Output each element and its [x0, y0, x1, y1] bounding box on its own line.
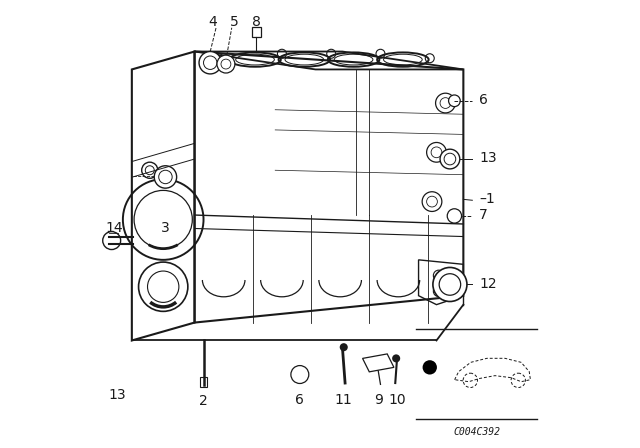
Circle shape [103, 232, 121, 250]
Text: 2: 2 [199, 394, 208, 408]
Circle shape [440, 149, 460, 169]
Circle shape [291, 366, 309, 383]
Circle shape [433, 267, 467, 302]
Text: 3: 3 [161, 221, 170, 236]
Text: 5: 5 [230, 14, 238, 29]
Text: 9: 9 [374, 393, 383, 407]
Circle shape [392, 354, 400, 362]
Text: 13: 13 [479, 151, 497, 165]
Text: 10: 10 [388, 393, 406, 407]
Circle shape [217, 55, 235, 73]
Text: 13: 13 [109, 388, 126, 402]
Circle shape [422, 360, 437, 375]
Text: 6: 6 [296, 393, 304, 407]
Text: 11: 11 [335, 393, 353, 407]
Text: C004C392: C004C392 [453, 427, 500, 437]
Text: –1: –1 [479, 192, 495, 207]
Bar [252, 27, 261, 37]
Circle shape [449, 95, 460, 107]
Text: 8: 8 [252, 14, 261, 29]
Circle shape [199, 52, 221, 74]
Text: 6: 6 [479, 93, 488, 107]
Text: 12: 12 [479, 276, 497, 291]
Circle shape [154, 166, 177, 188]
Text: 4: 4 [208, 14, 217, 29]
Bar [200, 377, 207, 387]
Text: 14: 14 [105, 221, 123, 236]
Text: 7: 7 [479, 208, 488, 222]
Circle shape [340, 343, 348, 351]
Circle shape [447, 209, 461, 223]
